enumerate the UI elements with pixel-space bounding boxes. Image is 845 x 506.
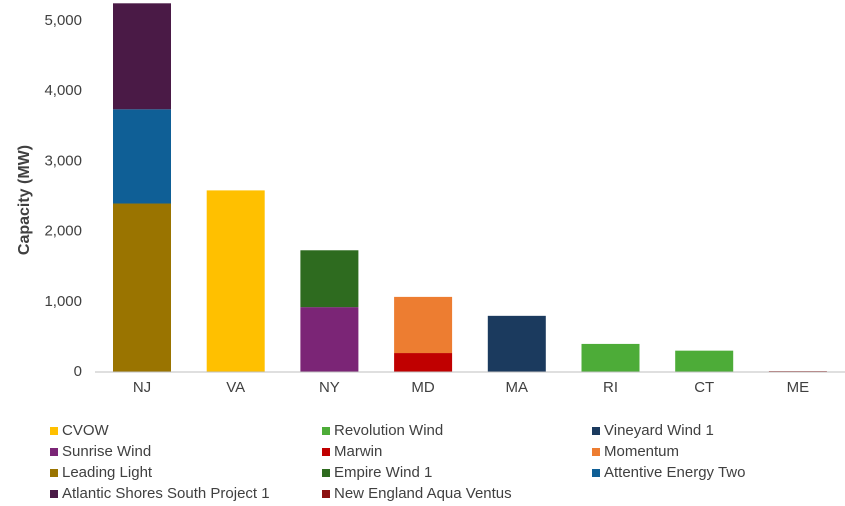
legend-swatch xyxy=(592,448,600,456)
bar-segment xyxy=(675,350,734,372)
legend-label: New England Aqua Ventus xyxy=(334,485,512,502)
legend-label: Vineyard Wind 1 xyxy=(604,422,714,439)
x-tick-label: MA xyxy=(506,379,529,396)
legend-label: Empire Wind 1 xyxy=(334,464,432,481)
y-axis-title: Capacity (MW) xyxy=(16,145,33,255)
y-tick-label: 4,000 xyxy=(44,82,82,99)
y-tick-label: 0 xyxy=(74,363,82,380)
bar-segment xyxy=(206,190,265,372)
bar-segment xyxy=(113,109,171,204)
legend-label: Atlantic Shores South Project 1 xyxy=(62,485,270,502)
x-tick-label: CT xyxy=(694,379,714,396)
legend-swatch xyxy=(322,469,330,477)
y-tick-label: 1,000 xyxy=(44,293,82,310)
bar-segment xyxy=(394,296,453,354)
legend-label: CVOW xyxy=(62,422,110,439)
legend-label: Leading Light xyxy=(62,464,153,481)
legend-swatch xyxy=(50,427,58,435)
legend-swatch xyxy=(322,490,330,498)
bar-segment xyxy=(487,315,546,372)
y-tick-label: 2,000 xyxy=(44,223,82,240)
x-tick-label: NY xyxy=(319,379,340,396)
legend-swatch xyxy=(50,469,58,477)
legend-label: Attentive Energy Two xyxy=(604,464,745,481)
legend-swatch xyxy=(322,448,330,456)
legend-swatch xyxy=(50,490,58,498)
x-tick-label: NJ xyxy=(133,379,151,396)
bar-segment xyxy=(581,343,640,372)
legend-swatch xyxy=(592,469,600,477)
y-tick-label: 5,000 xyxy=(44,12,82,29)
legend-label: Sunrise Wind xyxy=(62,443,151,460)
x-tick-label: ME xyxy=(787,379,810,396)
y-tick-label: 3,000 xyxy=(44,152,82,169)
bar-segment xyxy=(394,353,453,372)
legend-label: Revolution Wind xyxy=(334,422,443,439)
bar-segment xyxy=(300,250,359,308)
x-tick-label: RI xyxy=(603,379,618,396)
legend-swatch xyxy=(592,427,600,435)
legend-label: Momentum xyxy=(604,443,679,460)
legend-label: Marwin xyxy=(334,443,382,460)
x-tick-label: MD xyxy=(411,379,434,396)
bar-segment xyxy=(300,307,359,372)
legend-swatch xyxy=(50,448,58,456)
legend-swatch xyxy=(322,427,330,435)
x-tick-label: VA xyxy=(226,379,245,396)
bar-segment xyxy=(113,3,171,110)
bar-segment xyxy=(113,203,171,372)
